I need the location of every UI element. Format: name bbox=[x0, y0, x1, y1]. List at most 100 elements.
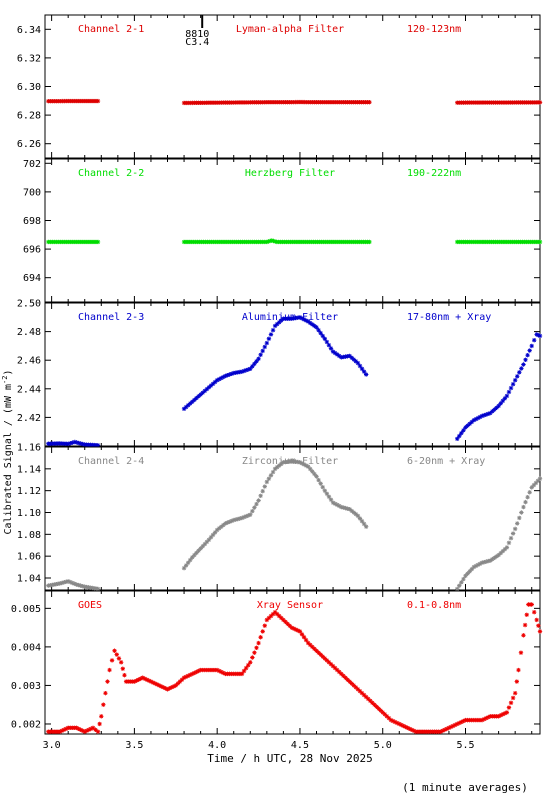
data-point bbox=[80, 441, 85, 447]
data-point bbox=[440, 728, 445, 733]
data-point bbox=[194, 550, 199, 556]
y-tick-label: 6.30 bbox=[17, 82, 41, 93]
data-point bbox=[274, 464, 280, 470]
data-point bbox=[324, 658, 330, 663]
x-axis-label: Time / h UTC, 28 Nov 2025 bbox=[207, 752, 373, 765]
panel-frame bbox=[44, 446, 541, 591]
y-tick-label: 2.50 bbox=[17, 299, 41, 310]
data-point bbox=[190, 399, 195, 404]
data-point bbox=[266, 615, 272, 621]
data-point bbox=[144, 677, 150, 682]
data-point bbox=[524, 612, 529, 617]
data-point bbox=[303, 318, 309, 323]
data-point bbox=[537, 333, 543, 339]
data-point bbox=[392, 719, 398, 725]
data-point bbox=[536, 332, 541, 338]
data-point bbox=[266, 476, 272, 481]
data-point bbox=[268, 332, 274, 337]
data-point bbox=[217, 376, 222, 382]
data-point bbox=[465, 423, 470, 428]
data-point bbox=[500, 398, 505, 404]
y-tick-label: 696 bbox=[23, 245, 41, 256]
data-point bbox=[475, 562, 481, 568]
data-point bbox=[219, 375, 224, 381]
data-point bbox=[310, 644, 315, 650]
data-point bbox=[134, 678, 139, 683]
data-point bbox=[186, 673, 191, 678]
data-point bbox=[510, 381, 516, 387]
data-point bbox=[107, 667, 112, 673]
data-point bbox=[190, 555, 195, 560]
data-point bbox=[61, 727, 67, 732]
data-point bbox=[250, 364, 255, 369]
data-point bbox=[84, 728, 90, 733]
data-point bbox=[192, 670, 197, 676]
data-point bbox=[299, 632, 305, 637]
data-point bbox=[303, 463, 309, 468]
data-point bbox=[390, 718, 396, 724]
data-point bbox=[254, 501, 259, 507]
data-point bbox=[277, 613, 282, 619]
data-point bbox=[171, 684, 176, 689]
data-point bbox=[494, 405, 499, 410]
data-point bbox=[248, 366, 253, 371]
data-point bbox=[63, 579, 69, 585]
data-point bbox=[80, 728, 85, 733]
y-tick-label: 2.46 bbox=[17, 356, 41, 367]
data-point bbox=[479, 560, 485, 565]
data-point bbox=[268, 473, 274, 478]
data-point bbox=[99, 714, 104, 719]
data-point bbox=[181, 406, 187, 412]
data-point bbox=[367, 100, 372, 105]
data-point bbox=[508, 700, 514, 705]
data-point bbox=[181, 675, 187, 680]
data-point bbox=[326, 342, 332, 348]
data-point bbox=[337, 669, 342, 675]
data-point bbox=[397, 721, 402, 727]
data-point bbox=[368, 698, 373, 704]
data-point bbox=[349, 508, 354, 514]
data-point bbox=[74, 725, 79, 731]
data-point bbox=[70, 440, 75, 445]
data-point bbox=[277, 320, 282, 325]
data-point bbox=[334, 502, 340, 508]
data-point bbox=[483, 715, 489, 721]
data-point bbox=[74, 440, 79, 445]
data-point bbox=[322, 336, 327, 341]
data-point bbox=[78, 583, 83, 588]
data-point bbox=[154, 682, 160, 687]
data-point bbox=[477, 414, 483, 420]
y-tick-label: 1.14 bbox=[17, 464, 41, 475]
data-point bbox=[444, 726, 450, 731]
data-point bbox=[76, 582, 81, 588]
y-tick-label: 0.003 bbox=[11, 681, 41, 692]
data-point bbox=[254, 645, 259, 651]
y-tick-label: 6.26 bbox=[17, 139, 41, 150]
panel-frame bbox=[44, 14, 541, 159]
data-point bbox=[267, 238, 273, 244]
data-point bbox=[455, 586, 460, 592]
data-point bbox=[132, 679, 137, 684]
data-point bbox=[214, 378, 220, 383]
data-point bbox=[260, 348, 265, 354]
data-point bbox=[59, 728, 65, 733]
data-point bbox=[316, 477, 321, 483]
data-point bbox=[70, 580, 75, 586]
data-point bbox=[301, 462, 307, 467]
data-point bbox=[481, 716, 487, 722]
data-point bbox=[378, 708, 383, 713]
data-point bbox=[188, 672, 193, 678]
data-point bbox=[467, 421, 472, 427]
data-point bbox=[481, 559, 487, 565]
data-point bbox=[165, 687, 170, 692]
data-point bbox=[256, 640, 261, 646]
data-point bbox=[376, 706, 381, 711]
data-point bbox=[320, 484, 325, 490]
data-point bbox=[272, 323, 278, 329]
data-point bbox=[525, 495, 530, 500]
data-point bbox=[254, 359, 259, 364]
data-point bbox=[363, 694, 369, 700]
data-point bbox=[248, 660, 253, 665]
x-tick-label: 4.5 bbox=[291, 740, 309, 751]
data-point bbox=[270, 327, 276, 333]
